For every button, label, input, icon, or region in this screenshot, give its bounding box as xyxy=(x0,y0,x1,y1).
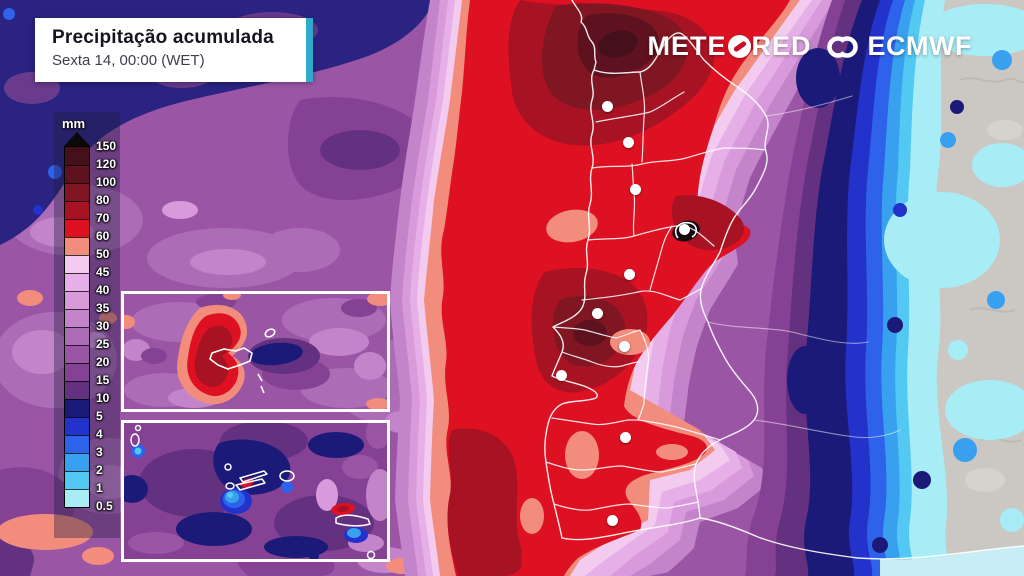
legend-label: 5 xyxy=(96,409,103,423)
legend-label: 70 xyxy=(96,211,110,225)
meteored-logo: METE RED xyxy=(647,31,811,62)
legend-label: 15 xyxy=(96,373,110,387)
legend-overflow-arrow xyxy=(64,132,90,146)
branding: METE RED ECMWF xyxy=(647,31,972,62)
map-title: Precipitação acumulada xyxy=(52,27,274,48)
legend-label: 100 xyxy=(96,175,117,189)
legend-label: 50 xyxy=(96,247,110,261)
city-dot xyxy=(601,100,613,112)
legend-label: 25 xyxy=(96,337,110,351)
legend-panel: mm 150 120 100 80 70 60 50 45 40 35 30 25 20 15 10 5 4 3 2… xyxy=(54,112,120,538)
legend-label: 30 xyxy=(96,319,110,333)
legend-label: 80 xyxy=(96,193,110,207)
legend-label: 45 xyxy=(96,265,110,279)
ecmwf-text: ECMWF xyxy=(867,31,972,61)
city-dot xyxy=(618,340,630,352)
meteored-text-prefix: METE xyxy=(647,31,727,61)
city-dot xyxy=(591,307,603,319)
city-dot xyxy=(623,268,635,280)
city-dot xyxy=(678,223,690,235)
legend-label: 2 xyxy=(96,463,103,477)
map-datetime: Sexta 14, 00:00 (WET) xyxy=(52,52,205,69)
inset-madeira-field xyxy=(124,294,387,409)
meteored-o-icon xyxy=(727,35,751,58)
inset-azores-field xyxy=(124,423,387,559)
meteored-text-suffix: RED xyxy=(751,31,812,61)
legend-label: 40 xyxy=(96,283,110,297)
city-dot xyxy=(622,136,634,148)
legend-label: 10 xyxy=(96,391,110,405)
legend-label: 120 xyxy=(96,157,117,171)
legend-swatches xyxy=(64,146,90,508)
city-dot xyxy=(629,183,641,195)
legend-label: 1 xyxy=(96,481,103,495)
inset-madeira xyxy=(121,291,390,412)
inset-azores xyxy=(121,420,390,562)
ecmwf-rings-icon xyxy=(826,35,858,58)
legend-label: 35 xyxy=(96,301,110,315)
city-dot xyxy=(619,431,631,443)
title-box: Precipitação acumulada Sexta 14, 00:00 (… xyxy=(35,18,313,82)
geography-lines xyxy=(544,0,1024,560)
legend-label: 4 xyxy=(96,427,103,441)
legend-label: 150 xyxy=(96,139,117,153)
city-dot xyxy=(606,514,618,526)
legend-label: 60 xyxy=(96,229,110,243)
city-dot xyxy=(555,369,567,381)
legend-label: 3 xyxy=(96,445,103,459)
legend-unit-label: mm xyxy=(62,116,86,131)
legend-label: 0.5 xyxy=(96,499,113,513)
spain-precipitation-bands xyxy=(745,0,1024,576)
legend-label: 20 xyxy=(96,355,110,369)
ecmwf-logo: ECMWF xyxy=(824,31,972,62)
